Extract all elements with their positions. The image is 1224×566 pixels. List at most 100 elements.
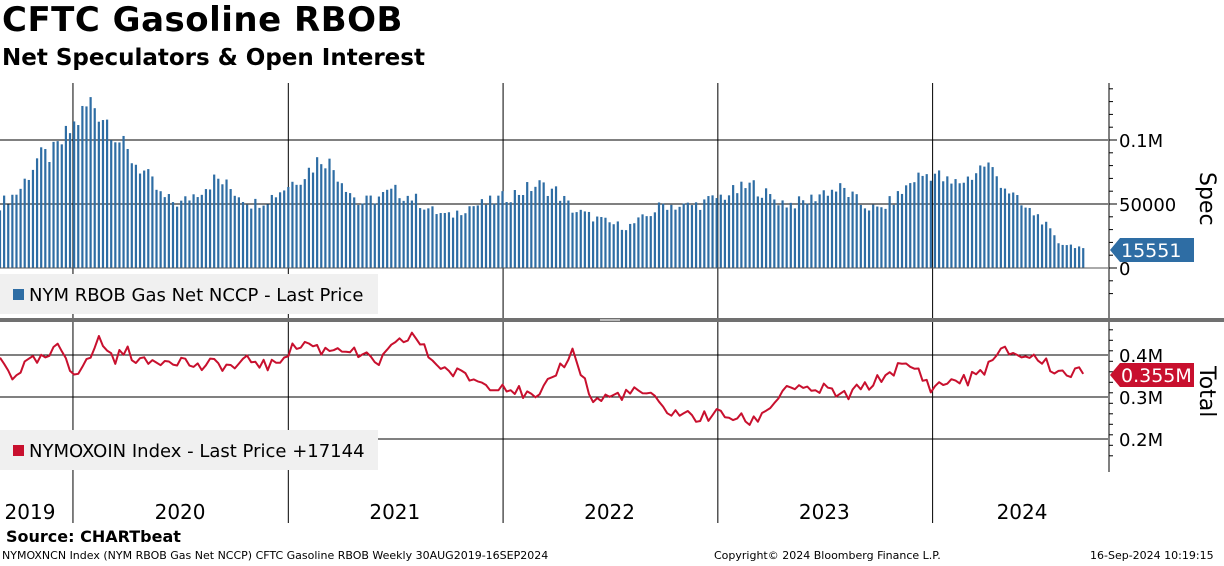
spec-bar	[229, 189, 232, 268]
spec-bar	[439, 213, 442, 268]
spec-bar	[93, 108, 96, 268]
spec-bar	[398, 198, 401, 268]
spec-bar	[624, 230, 628, 268]
source-label: Source: CHARTbeat	[6, 527, 181, 546]
spec-bar	[303, 179, 306, 268]
spec-bar	[225, 179, 228, 268]
spec-bar	[365, 195, 368, 268]
legend-spec-swatch	[13, 289, 24, 300]
spec-bar	[937, 170, 941, 268]
spec-bar	[143, 170, 146, 268]
spec-bar	[200, 194, 203, 268]
series-description: NYMOXNCN Index (NYM RBOB Gas Net NCCP) C…	[2, 549, 549, 562]
legend-total-label: NYMOXOIN Index - Last Price +17144	[29, 441, 365, 462]
spec-bar	[583, 211, 586, 268]
spec-bar	[64, 125, 67, 269]
spec-bar	[97, 121, 100, 268]
legend-total-swatch	[13, 445, 24, 456]
spec-bar	[822, 190, 825, 268]
spec-bar	[983, 166, 986, 268]
spec-bar	[830, 189, 834, 268]
legend-spec-label: NYM RBOB Gas Net NCCP - Last Price	[29, 285, 363, 306]
spec-bar	[814, 201, 817, 268]
spec-bar	[777, 205, 780, 268]
spec-bar	[781, 200, 784, 268]
spec-bar	[192, 194, 195, 268]
spec-bar	[394, 184, 397, 268]
spec-bar	[122, 135, 125, 268]
spec-bar	[464, 213, 467, 268]
spec-bar	[451, 217, 455, 268]
spec-bar	[929, 180, 932, 268]
spec-bar	[176, 206, 179, 268]
spec-bar	[921, 175, 924, 268]
spec-bar	[1053, 235, 1056, 268]
spec-bar	[105, 119, 109, 268]
page-title: CFTC Gasoline RBOB	[2, 0, 403, 40]
spec-bar	[1045, 221, 1048, 268]
spec-bar	[727, 195, 731, 268]
spec-bars	[0, 97, 1085, 269]
last-value-tag-spec: 15551	[1110, 238, 1194, 262]
spec-bar	[818, 194, 821, 268]
spec-bar	[369, 195, 372, 268]
spec-bar	[629, 223, 632, 268]
spec-bar	[89, 97, 92, 268]
spec-bar	[896, 191, 899, 268]
spec-bar	[332, 170, 335, 268]
spec-bar	[456, 210, 459, 268]
spec-bar	[410, 200, 413, 268]
spec-bar	[48, 161, 51, 268]
spec-bar	[950, 183, 953, 268]
spec-bar	[138, 173, 142, 268]
spec-bar	[204, 189, 208, 268]
spec-bar	[802, 200, 805, 268]
spec-bar	[241, 201, 245, 268]
spec-bar	[208, 189, 212, 268]
spec-bar	[637, 217, 640, 268]
spec-bar	[509, 202, 512, 268]
spec-bar	[19, 188, 22, 268]
spec-bar	[377, 196, 381, 268]
spec-bar	[876, 206, 879, 268]
spec-bar	[839, 183, 842, 268]
spec-bar	[427, 208, 430, 268]
spec-bar	[373, 203, 376, 268]
spec-bar	[810, 194, 813, 268]
timestamp: 16-Sep-2024 10:19:15	[1090, 549, 1214, 562]
spec-bar	[604, 217, 607, 268]
spec-bar	[213, 174, 216, 268]
total-line	[0, 331, 1085, 426]
y-tick-label: 0.2M	[1119, 430, 1163, 451]
spec-bar	[843, 187, 846, 268]
spec-bar	[542, 182, 545, 268]
spec-bar	[789, 202, 792, 268]
spec-bar	[600, 217, 603, 268]
spec-bar	[340, 183, 343, 268]
spec-bar	[900, 193, 904, 268]
last-value-tag-total: 0.355M	[1110, 363, 1194, 387]
spec-bar	[443, 213, 446, 268]
spec-bar	[962, 182, 965, 268]
spec-bar	[1069, 244, 1072, 268]
spec-bar	[579, 209, 582, 268]
spec-bar	[381, 192, 385, 268]
value-tag-shape	[1110, 238, 1194, 262]
spec-bar	[237, 197, 240, 268]
spec-bar	[653, 212, 656, 268]
spec-bar	[101, 120, 105, 268]
spec-bar	[344, 191, 348, 268]
spec-bar	[649, 216, 652, 268]
axis-label-spec: Spec	[1194, 172, 1219, 226]
spec-bar	[736, 193, 739, 268]
spec-bar	[596, 216, 599, 268]
axis-label-total: Total	[1194, 365, 1219, 417]
spec-bar	[460, 215, 463, 268]
spec-bar	[52, 141, 55, 268]
spec-bar	[431, 206, 434, 268]
spec-bar	[616, 221, 619, 268]
spec-bar	[682, 203, 685, 268]
spec-bar	[958, 183, 961, 268]
spec-bar	[748, 182, 751, 268]
spec-bar	[1003, 188, 1007, 268]
